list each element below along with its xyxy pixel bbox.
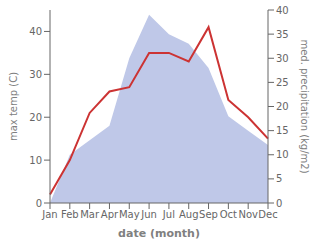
svg-text:0: 0 (276, 198, 282, 209)
svg-text:Feb: Feb (61, 209, 79, 220)
svg-text:10: 10 (29, 155, 42, 166)
svg-text:max temp (C): max temp (C) (8, 72, 19, 141)
svg-text:20: 20 (276, 101, 289, 112)
svg-text:5: 5 (276, 173, 282, 184)
svg-text:Apr: Apr (101, 209, 119, 220)
svg-text:Jul: Jul (162, 209, 175, 220)
svg-text:Jan: Jan (41, 209, 57, 220)
svg-text:Mar: Mar (80, 209, 100, 220)
svg-text:15: 15 (276, 125, 289, 136)
svg-text:30: 30 (29, 69, 42, 80)
svg-text:Jun: Jun (140, 209, 157, 220)
svg-text:40: 40 (29, 26, 42, 37)
svg-text:date (month): date (month) (118, 227, 200, 240)
svg-text:Nov: Nov (238, 209, 258, 220)
svg-text:30: 30 (276, 53, 289, 64)
svg-text:Dec: Dec (258, 209, 277, 220)
svg-text:0: 0 (36, 198, 42, 209)
svg-text:20: 20 (29, 112, 42, 123)
svg-text:Sep: Sep (199, 209, 218, 220)
svg-text:Aug: Aug (179, 209, 199, 220)
svg-text:med. precipitation (kg/m2): med. precipitation (kg/m2) (299, 39, 310, 173)
svg-text:May: May (119, 209, 140, 220)
svg-text:35: 35 (276, 29, 289, 40)
svg-text:10: 10 (276, 149, 289, 160)
svg-text:25: 25 (276, 77, 289, 88)
svg-text:Oct: Oct (220, 209, 237, 220)
svg-text:40: 40 (276, 5, 289, 16)
